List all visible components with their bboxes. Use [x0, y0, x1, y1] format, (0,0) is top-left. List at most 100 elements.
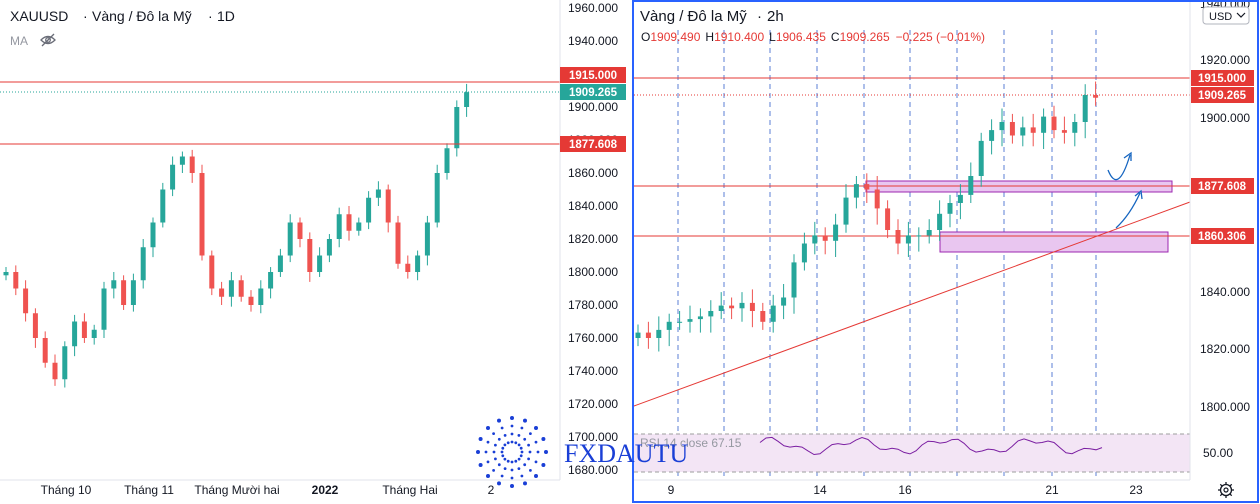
- interval-label[interactable]: 1D: [217, 8, 235, 24]
- logo-dot: [494, 443, 497, 447]
- right-candle-body: [1051, 116, 1057, 131]
- arrow-up-2[interactable]: [1115, 192, 1141, 229]
- right-candle-body: [635, 332, 641, 338]
- logo-dot: [501, 454, 505, 458]
- logo-dot: [510, 416, 514, 420]
- logo-dot: [528, 450, 532, 454]
- right-candle-body: [853, 184, 859, 198]
- time-tick: 9: [668, 483, 675, 497]
- price-tick: 1800.000: [1200, 400, 1250, 414]
- logo-dot: [486, 426, 490, 430]
- eye-crossed-icon[interactable]: [40, 33, 56, 47]
- left-candle-body: [356, 222, 362, 231]
- right-candle-body: [687, 319, 693, 322]
- logo-dot: [486, 460, 490, 464]
- price-tick: 1920.000: [1200, 53, 1250, 67]
- logo-dot: [486, 440, 490, 444]
- price-tick: 1860.000: [568, 166, 618, 180]
- interval-label-r[interactable]: 2h: [767, 8, 784, 25]
- logo-dot: [510, 460, 514, 464]
- tag-1915: 1915.000: [569, 70, 617, 82]
- logo-dot: [536, 450, 540, 454]
- right-candle-body: [1041, 116, 1047, 133]
- left-time-axis[interactable]: Tháng 10 Tháng 11 Tháng Mười hai 2022 Tháng …: [41, 483, 495, 497]
- projection-arrows[interactable]: [1107, 151, 1143, 229]
- left-candle-body: [121, 280, 127, 305]
- logo-dot: [527, 443, 530, 447]
- left-candle-body: [150, 222, 156, 248]
- settings-gear-icon[interactable]: [1218, 482, 1234, 498]
- left-candle-body: [3, 272, 9, 276]
- logo-dot: [503, 467, 507, 470]
- left-price-axis[interactable]: 1960.0001940.0001920.0001900.0001880.000…: [568, 1, 618, 477]
- logo-dot: [501, 446, 505, 450]
- price-tick: 1820.000: [568, 232, 618, 246]
- left-candle-body: [238, 280, 244, 297]
- logo-dot: [510, 432, 514, 436]
- active-panel-border: [632, 0, 1259, 503]
- logo-dot: [517, 467, 521, 470]
- time-tick: Tháng 11: [124, 483, 174, 497]
- right-price-axis[interactable]: 1920.000 1900.000 1840.000 1820.000 1800.000…: [1200, 0, 1250, 460]
- right-candle-body: [739, 302, 745, 309]
- right-candle-body: [968, 176, 974, 195]
- ma-indicator-label[interactable]: MA: [10, 34, 28, 48]
- logo-dot: [519, 454, 523, 458]
- left-candle-body: [62, 346, 68, 380]
- logo-dot: [523, 418, 527, 423]
- price-tick: 1700.000: [568, 430, 618, 444]
- zone-1860[interactable]: [939, 231, 1169, 253]
- left-candle-body: [395, 222, 401, 264]
- left-candle-body: [248, 296, 254, 305]
- rsi-pane[interactable]: RSI 14 close 67.15: [634, 433, 1190, 473]
- right-candle-body: [1061, 130, 1067, 133]
- right-candle-body: [749, 302, 755, 311]
- left-candle-body: [375, 189, 381, 198]
- logo-dot: [500, 426, 504, 430]
- logo-dot: [503, 443, 507, 447]
- right-candle-body: [645, 332, 651, 338]
- rsi-label[interactable]: RSI 14 close 67.15: [640, 436, 742, 450]
- symbol-label[interactable]: XAUUSD: [10, 8, 68, 24]
- logo-dot: [476, 450, 480, 454]
- left-candle-body: [268, 272, 274, 289]
- logo-dot: [520, 426, 524, 430]
- left-candle-body: [130, 280, 136, 305]
- logo-dot: [510, 468, 514, 472]
- logo-dot: [492, 450, 496, 454]
- right-candle-body: [978, 140, 984, 176]
- price-tick-partial: 1940.000: [1200, 0, 1250, 11]
- currency-box[interactable]: [1202, 6, 1250, 25]
- left-candle-body: [52, 362, 58, 380]
- logo-dot: [529, 469, 532, 472]
- logo-dot: [534, 474, 538, 478]
- tag-1915-r-bg: [1191, 70, 1254, 86]
- logo-dot: [492, 432, 495, 435]
- right-candle-body: [1072, 122, 1078, 133]
- right-candle-body: [905, 235, 911, 244]
- time-tick: Tháng Hai: [382, 483, 437, 497]
- time-tick: 23: [1129, 483, 1143, 497]
- price-tick: 1680.000: [568, 463, 618, 477]
- right-candle-body: [1082, 95, 1088, 122]
- right-chart[interactable]: RSI 14 close 67.15 1920.000 1900.000 1840.…: [632, 0, 1260, 504]
- right-candle-body: [770, 305, 776, 322]
- left-candle-body: [91, 329, 97, 338]
- price-tick: 1900.000: [568, 100, 618, 114]
- left-chart[interactable]: 1960.0001940.0001920.0001900.0001880.000…: [0, 0, 632, 504]
- right-candle-body: [1009, 122, 1015, 136]
- arrow-up-1[interactable]: [1107, 154, 1131, 181]
- left-candle-body: [415, 255, 421, 272]
- logo-dot: [510, 424, 514, 428]
- right-candle-body: [843, 197, 849, 225]
- currency-selector[interactable]: USD: [1202, 6, 1250, 25]
- price-tick: 1840.000: [568, 199, 618, 213]
- left-candle-body: [199, 173, 205, 256]
- arrow-head-icon: [1123, 151, 1132, 161]
- price-tick: 1740.000: [568, 364, 618, 378]
- right-time-axis[interactable]: 9 14 16 21 23: [668, 483, 1143, 497]
- logo-dot: [503, 434, 507, 437]
- logo-dot: [510, 440, 514, 444]
- fxdautu-watermark: FXDAUTU: [476, 416, 688, 488]
